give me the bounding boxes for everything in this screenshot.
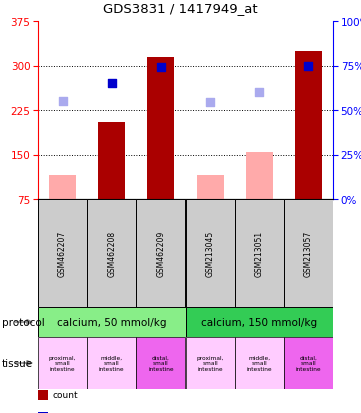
- Text: tissue: tissue: [2, 358, 33, 368]
- Bar: [284, 337, 333, 389]
- Text: distal,
small
intestine: distal, small intestine: [148, 355, 174, 371]
- Text: GSM213057: GSM213057: [304, 230, 313, 276]
- Point: [109, 81, 115, 88]
- Text: GSM462209: GSM462209: [156, 230, 165, 276]
- Point: [207, 100, 213, 106]
- Bar: [186, 199, 235, 307]
- Bar: [136, 199, 186, 307]
- Bar: [87, 199, 136, 307]
- Bar: [186, 307, 333, 337]
- Text: middle,
small
intestine: middle, small intestine: [247, 355, 272, 371]
- Text: calcium, 50 mmol/kg: calcium, 50 mmol/kg: [57, 317, 166, 327]
- Text: middle,
small
intestine: middle, small intestine: [99, 355, 125, 371]
- Bar: [295, 52, 322, 199]
- Bar: [284, 199, 333, 307]
- Text: proximal,
small
intestine: proximal, small intestine: [196, 355, 224, 371]
- Bar: [38, 199, 87, 307]
- Text: GSM213051: GSM213051: [255, 230, 264, 276]
- Text: calcium, 150 mmol/kg: calcium, 150 mmol/kg: [201, 317, 317, 327]
- Bar: [49, 176, 76, 199]
- Bar: [196, 176, 223, 199]
- Bar: [186, 337, 235, 389]
- Text: GDS3831 / 1417949_at: GDS3831 / 1417949_at: [103, 2, 258, 15]
- Bar: [147, 57, 174, 199]
- Bar: [38, 337, 87, 389]
- Bar: [98, 123, 125, 199]
- Bar: [38, 307, 186, 337]
- Text: distal,
small
intestine: distal, small intestine: [296, 355, 321, 371]
- Text: protocol: protocol: [2, 317, 44, 327]
- Bar: [246, 152, 273, 199]
- Text: count: count: [52, 391, 78, 399]
- Point: [158, 65, 164, 71]
- Text: GSM462208: GSM462208: [107, 230, 116, 276]
- Bar: [235, 199, 284, 307]
- Point: [60, 99, 65, 105]
- Bar: [87, 337, 136, 389]
- Point: [305, 63, 311, 70]
- Text: GSM213045: GSM213045: [205, 230, 214, 276]
- Text: GSM462207: GSM462207: [58, 230, 67, 276]
- Point: [256, 89, 262, 96]
- Bar: [235, 337, 284, 389]
- Text: proximal,
small
intestine: proximal, small intestine: [49, 355, 76, 371]
- Bar: [136, 337, 186, 389]
